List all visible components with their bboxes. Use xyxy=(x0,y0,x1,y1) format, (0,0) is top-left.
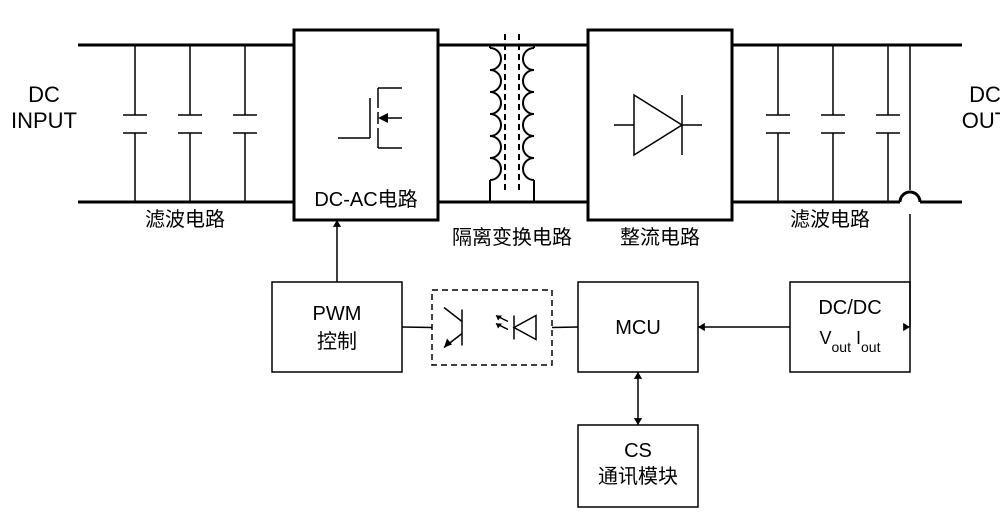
wire-opto-mcu xyxy=(552,327,578,328)
iso-label: 隔离变换电路 xyxy=(452,226,572,249)
transformer-coil-right xyxy=(523,48,534,180)
wire-pwm-opto xyxy=(402,327,432,328)
pwm-label-1: PWM xyxy=(313,303,362,325)
cs-label-2: 通讯模块 xyxy=(598,465,678,488)
rect-label: 整流电路 xyxy=(620,226,700,249)
transformer-coil-left xyxy=(490,48,501,180)
mcu-label: MCU xyxy=(615,317,661,339)
filter-left-label: 滤波电路 xyxy=(145,208,225,231)
rail-hop xyxy=(900,192,920,202)
pwm-label-2: 控制 xyxy=(317,330,357,353)
dc-input-1: DC xyxy=(28,82,60,107)
dc-out-2: OUT xyxy=(962,108,1000,133)
opto-box xyxy=(432,290,552,365)
dcdc-block xyxy=(790,282,910,372)
pwm-block xyxy=(272,282,402,372)
cs-label-1: CS xyxy=(624,440,652,462)
filter-right-label: 滤波电路 xyxy=(790,208,870,231)
optocoupler-icon xyxy=(444,308,536,348)
dcac-label: DC-AC电路 xyxy=(314,188,417,211)
rect-block xyxy=(588,30,732,220)
dc-input-2: INPUT xyxy=(11,108,77,133)
dc-out-1: DC xyxy=(969,82,1000,107)
dcdc-label-1: DC/DC xyxy=(818,297,881,319)
